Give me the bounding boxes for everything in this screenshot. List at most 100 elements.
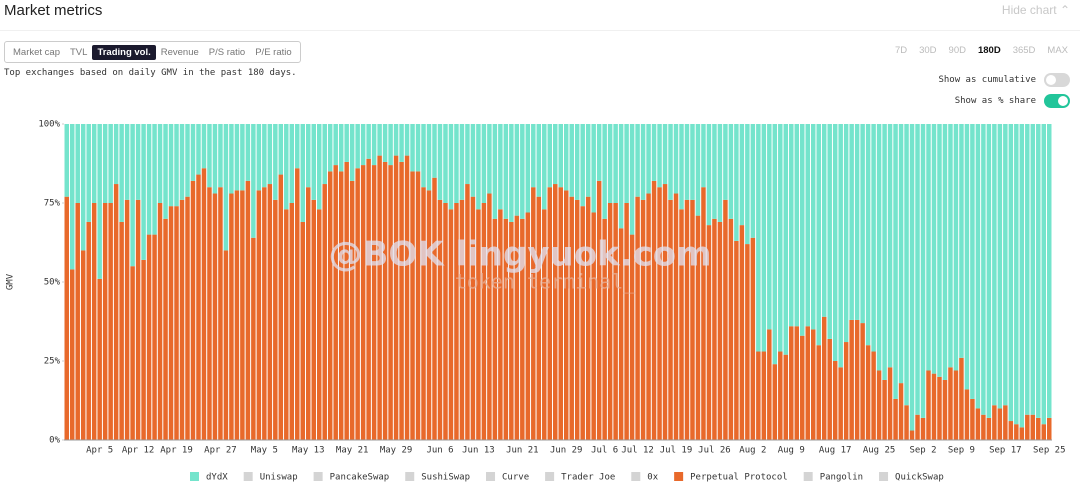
bar-segment: [64, 196, 69, 440]
metric-tab[interactable]: Trading vol.: [92, 44, 156, 60]
legend-label[interactable]: Pangolin: [820, 473, 863, 483]
legend-label[interactable]: Uniswap: [260, 473, 298, 483]
toggle[interactable]: Show as cumulative: [938, 73, 1070, 87]
bar-segment: [739, 225, 745, 440]
bar-segment: [503, 124, 509, 219]
bar-segment: [130, 266, 135, 440]
legend-label[interactable]: Perpetual Protocol: [690, 473, 788, 483]
bar-segment: [157, 124, 163, 203]
x-tick-label: Aug 2: [739, 446, 766, 456]
bar-segment: [240, 190, 245, 440]
bar-segment: [959, 124, 964, 358]
period-tab[interactable]: 180D: [977, 45, 1001, 56]
bar-segment: [130, 124, 135, 267]
legend-label[interactable]: QuickSwap: [895, 473, 944, 483]
legend-swatch[interactable]: [405, 472, 415, 481]
bar-segment: [1025, 124, 1030, 415]
bar-segment: [904, 124, 909, 406]
bar-segment: [432, 124, 437, 178]
x-tick-label: Jun 13: [462, 446, 495, 456]
metric-tab[interactable]: P/S ratio: [208, 46, 246, 58]
bar-segment: [816, 124, 821, 346]
bar-segment: [371, 124, 377, 166]
toggle[interactable]: Show as % share: [955, 94, 1070, 108]
bar-segment: [997, 124, 1003, 409]
legend-label[interactable]: SushiSwap: [421, 473, 470, 483]
legend-label[interactable]: 0x: [647, 473, 658, 483]
bar-segment: [492, 218, 498, 440]
period-tab[interactable]: MAX: [1047, 45, 1068, 56]
bar-segment: [695, 215, 701, 440]
bar-segment: [234, 124, 240, 191]
bar-segment: [360, 124, 366, 166]
metric-tab[interactable]: P/E ratio: [255, 46, 292, 58]
bar-segment: [876, 124, 882, 371]
legend-swatch[interactable]: [486, 472, 496, 481]
bar-segment: [410, 171, 415, 440]
bar-segment: [201, 124, 207, 169]
period-tab[interactable]: 30D: [919, 45, 937, 56]
bar-segment: [805, 326, 810, 440]
bar-segment: [119, 221, 124, 440]
bar-segment: [481, 124, 487, 203]
legend-label[interactable]: Curve: [502, 473, 529, 483]
toggle-switch: [1044, 73, 1070, 87]
bar-segment: [163, 218, 168, 440]
toggle-label: Show as cumulative: [938, 75, 1036, 85]
hide-chart-button[interactable]: Hide chart ⌃: [1001, 3, 1070, 17]
bar-segment: [761, 351, 767, 440]
x-tick-label: Sep 17: [989, 446, 1022, 456]
bar-segment: [443, 203, 448, 440]
period-tab[interactable]: 7D: [894, 45, 908, 56]
bar-segment: [898, 124, 904, 384]
legend-swatch[interactable]: [545, 472, 555, 481]
bar-segment: [871, 351, 876, 440]
legend-swatch[interactable]: [313, 472, 323, 481]
bar-segment: [437, 124, 443, 200]
bar-segment: [920, 417, 926, 440]
bar-segment: [102, 124, 108, 203]
metric-tab[interactable]: TVL: [70, 46, 88, 58]
bar-segment: [520, 124, 525, 219]
bar-segment: [920, 124, 926, 418]
bar-segment: [223, 250, 229, 440]
bar-segment: [344, 124, 349, 162]
bar-segment: [843, 124, 849, 343]
bar-segment: [679, 124, 684, 210]
period-tab[interactable]: 365D: [1012, 45, 1036, 56]
bar-segment: [218, 124, 223, 188]
period-tab[interactable]: 90D: [948, 45, 966, 56]
bar-segment: [668, 124, 673, 200]
legend-swatch[interactable]: [879, 472, 889, 481]
bar-segment: [684, 124, 690, 200]
legend-swatch[interactable]: [631, 472, 641, 481]
bar-segment: [1008, 421, 1014, 440]
bar-segment: [761, 124, 767, 352]
bar-segment: [498, 124, 503, 210]
metric-tab[interactable]: Revenue: [160, 46, 199, 58]
bar-segment: [618, 124, 624, 229]
x-tick-label: May 13: [292, 446, 325, 456]
legend-label[interactable]: Trader Joe: [561, 473, 615, 483]
bar-segment: [679, 209, 684, 440]
legend-swatch[interactable]: [803, 472, 813, 481]
legend-swatch[interactable]: [674, 472, 684, 481]
bar-segment: [717, 221, 723, 440]
bar-segment: [327, 171, 333, 440]
legend-label[interactable]: dYdX: [206, 473, 228, 483]
bar-segment: [470, 124, 476, 197]
bar-segment: [953, 370, 959, 440]
bar-segment: [1008, 124, 1014, 422]
bar-segment: [333, 124, 338, 166]
bar-segment: [1030, 124, 1036, 415]
bar-segment: [284, 209, 289, 440]
legend-label[interactable]: PancakeSwap: [330, 473, 390, 483]
bar-segment: [931, 124, 937, 374]
metric-tab[interactable]: Market cap: [13, 46, 60, 58]
legend-swatch[interactable]: [190, 472, 199, 481]
bar-segment: [926, 124, 931, 371]
bar-segment: [937, 124, 942, 377]
bar-segment: [750, 124, 756, 238]
x-tick-label: Apr 19: [160, 446, 193, 456]
legend-swatch[interactable]: [243, 472, 253, 481]
